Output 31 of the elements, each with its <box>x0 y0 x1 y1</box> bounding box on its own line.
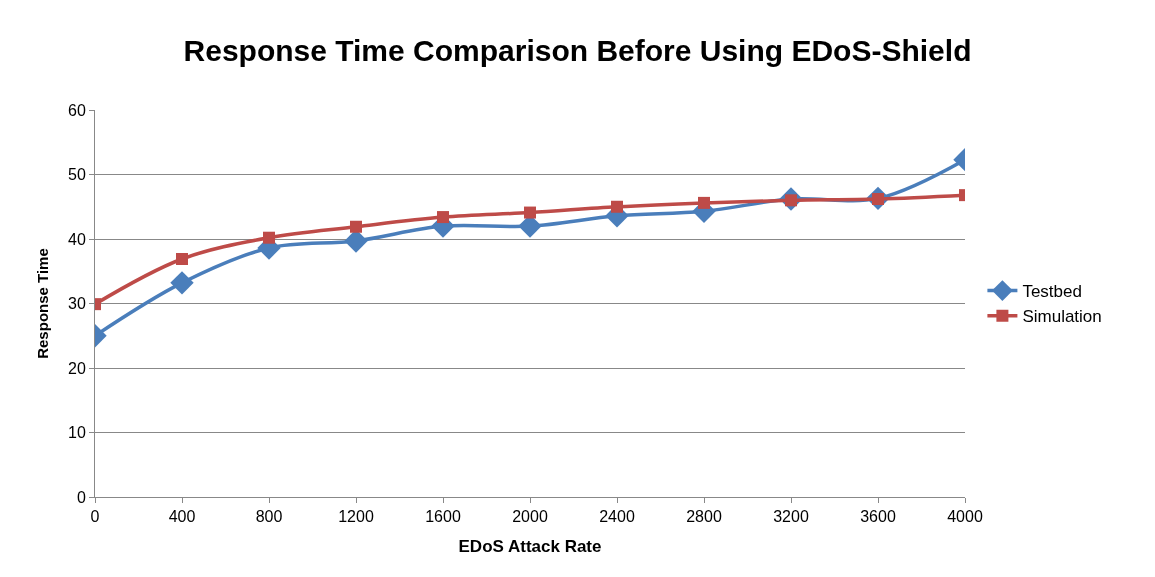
x-tick-label: 3600 <box>860 508 896 526</box>
legend-label: Simulation <box>1022 307 1102 327</box>
x-tick-label: 800 <box>255 508 283 526</box>
y-tick-label: 20 <box>68 359 86 377</box>
x-tick-label: 4000 <box>947 508 983 526</box>
x-tick-label: 2800 <box>686 508 722 526</box>
x-tick-label: 400 <box>168 508 196 526</box>
y-tick-label: 50 <box>68 166 86 184</box>
y-axis-title: Response Time <box>34 248 52 359</box>
point <box>611 200 623 213</box>
point <box>170 271 194 295</box>
chart-title: Response Time Comparison Before Using EDoS-Shield <box>183 34 972 68</box>
legend-label: Testbed <box>1022 282 1082 302</box>
point <box>437 211 449 224</box>
x-tick-label: 1200 <box>338 508 374 526</box>
y-tick-label: 0 <box>76 488 86 506</box>
point <box>524 206 536 219</box>
y-tick-label: 30 <box>68 295 86 313</box>
point <box>263 231 275 244</box>
point <box>698 196 710 209</box>
x-tick-label: 1600 <box>425 508 461 526</box>
point <box>176 253 188 265</box>
x-tick-label: 0 <box>90 508 100 526</box>
point <box>350 220 362 233</box>
y-tick-label: 60 <box>68 101 86 119</box>
y-tick-label: 10 <box>68 424 86 442</box>
x-tick-label: 2000 <box>512 508 548 526</box>
x-axis-title: EDoS Attack Rate <box>458 536 602 556</box>
x-tick-label: 2400 <box>599 508 635 526</box>
x-tick-label: 3200 <box>773 508 809 526</box>
y-tick-label: 40 <box>68 230 86 248</box>
